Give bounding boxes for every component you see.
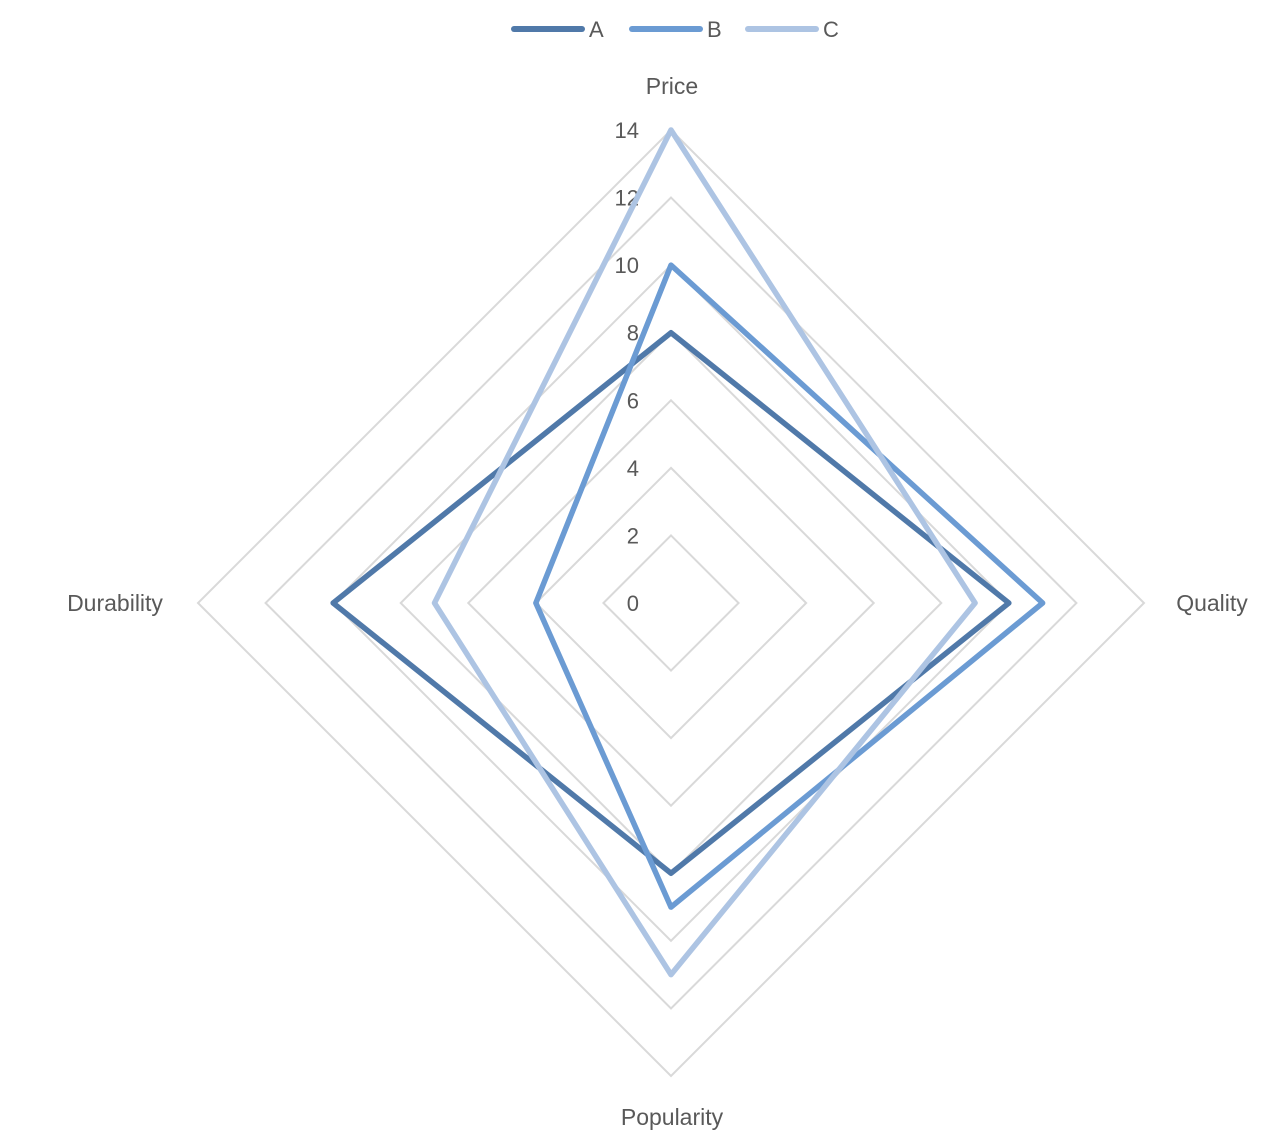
grid-ring xyxy=(196,128,1146,1078)
tick-label: 14 xyxy=(615,118,639,143)
grid-ring xyxy=(602,534,740,672)
category-labels: Price Quality Popularity Durability xyxy=(67,73,1248,1130)
grid xyxy=(196,128,1146,1078)
grid-ring xyxy=(534,466,808,740)
tick-label: 2 xyxy=(627,523,639,548)
series-lines xyxy=(330,127,1046,978)
category-label-durability: Durability xyxy=(67,590,163,616)
series-c-line xyxy=(431,127,978,978)
legend-label-b: B xyxy=(707,17,722,42)
grid-ring xyxy=(331,263,1011,943)
legend: A B C xyxy=(511,17,839,42)
grid-ring xyxy=(399,331,943,875)
grid-ring xyxy=(264,196,1078,1010)
legend-label-a: A xyxy=(589,17,604,42)
series-b-line xyxy=(533,262,1046,910)
legend-label-c: C xyxy=(823,17,839,42)
category-label-popularity: Popularity xyxy=(621,1104,724,1130)
tick-label: 8 xyxy=(627,321,639,346)
tick-label: 10 xyxy=(615,253,639,278)
grid-ring xyxy=(466,398,876,808)
tick-label: 4 xyxy=(627,456,639,481)
category-label-quality: Quality xyxy=(1176,590,1248,616)
tick-label: 0 xyxy=(627,591,639,616)
series-a-line xyxy=(330,329,1012,877)
tick-label: 6 xyxy=(627,388,639,413)
category-label-price: Price xyxy=(646,73,698,99)
